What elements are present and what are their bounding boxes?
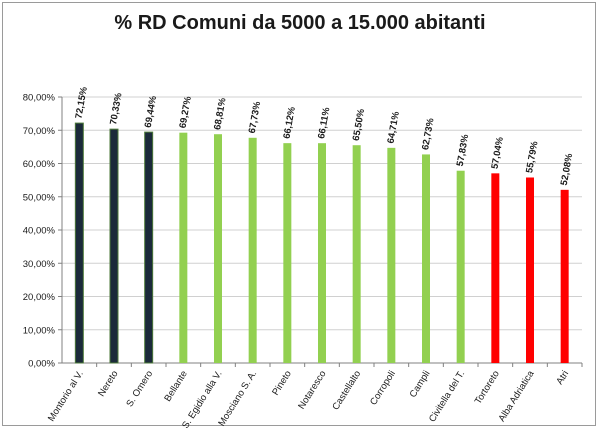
x-tick-label: Pineto	[270, 369, 294, 398]
x-tick-label: Nereto	[96, 369, 120, 399]
data-label: 62,73%	[420, 117, 437, 151]
bar	[318, 143, 326, 363]
x-tick-label: Castellalto	[330, 369, 363, 412]
x-tick-label: Corropoli	[368, 369, 398, 408]
bar	[387, 147, 396, 363]
bar	[109, 128, 119, 364]
bar	[283, 143, 292, 363]
y-tick-label: 60,00%	[23, 159, 56, 170]
y-tick-label: 50,00%	[23, 192, 56, 203]
x-tick-label: Atri	[554, 369, 571, 387]
x-tick-label: S. Omero	[124, 369, 155, 409]
data-label: 67,73%	[247, 100, 264, 134]
bar	[422, 154, 430, 363]
y-tick-label: 30,00%	[23, 259, 56, 270]
data-label: 64,71%	[385, 110, 402, 144]
x-tick-label: Montorio al V.	[46, 369, 86, 424]
data-label: 69,44%	[143, 94, 160, 128]
bar	[214, 134, 222, 363]
y-tick-label: 70,00%	[23, 126, 56, 137]
bar	[352, 145, 361, 363]
data-label: 57,83%	[455, 133, 472, 167]
data-label: 55,79%	[524, 140, 541, 174]
x-tick-label: Alba Adriatica	[496, 368, 536, 424]
x-tick-label: Bellante	[162, 369, 190, 404]
bar	[248, 137, 257, 363]
data-label: 72,15%	[73, 85, 90, 119]
data-label: 57,04%	[489, 136, 506, 170]
x-tick-label: Mosciano S. A.	[216, 369, 259, 429]
bar	[560, 189, 569, 363]
bar	[179, 132, 188, 363]
data-label: 66,11%	[316, 106, 332, 140]
bar	[526, 177, 534, 363]
bar	[74, 122, 84, 364]
y-tick-label: 20,00%	[23, 292, 56, 303]
data-label: 69,27%	[177, 95, 194, 129]
chart-title: % RD Comuni da 5000 a 15.000 abitanti	[114, 12, 486, 34]
data-label: 65,50%	[351, 108, 368, 142]
x-tick-label: Campli	[408, 369, 433, 400]
y-tick-label: 10,00%	[23, 325, 56, 336]
y-tick-label: 0,00%	[28, 359, 55, 370]
x-tick-label: Civitella del T.	[427, 369, 467, 424]
x-tick-label: Tortoreto	[473, 369, 502, 407]
bar	[144, 131, 154, 364]
x-tick-label: Notaresco	[296, 369, 328, 412]
bar	[456, 170, 465, 363]
data-label: 68,81%	[212, 97, 229, 131]
y-tick-label: 40,00%	[23, 226, 56, 237]
y-tick-label: 80,00%	[23, 93, 56, 104]
bar	[491, 173, 500, 363]
data-label: 52,08%	[559, 152, 576, 186]
data-label: 66,12%	[281, 105, 298, 139]
